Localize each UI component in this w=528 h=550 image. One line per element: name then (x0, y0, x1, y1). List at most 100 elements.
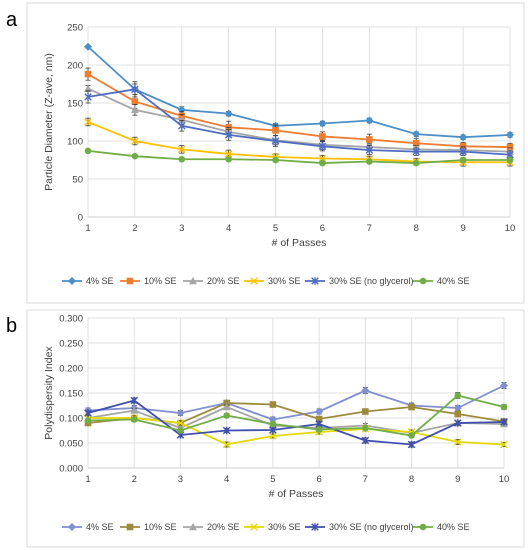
chartb-data-point (84, 409, 92, 417)
charta-series-line (87, 149, 510, 164)
chartb-data-point (84, 417, 92, 424)
chartb-data-point (454, 410, 462, 418)
charta-data-point (84, 93, 92, 101)
charta-xtick-label: 1 (85, 223, 90, 234)
chartb-legend-label: 20% SE (207, 522, 240, 532)
chartb-xtick-label: 7 (363, 474, 368, 485)
charta-xtick-label: 8 (414, 223, 419, 234)
charta-data-point (459, 147, 467, 156)
chartb-data-point (130, 396, 139, 405)
chartb-data-point (407, 440, 416, 449)
charta-data-point (459, 156, 467, 164)
charta-data-point (131, 98, 139, 105)
charta-data-point (177, 122, 186, 130)
chartb-xtick-label: 1 (85, 474, 90, 485)
charta-data-point (177, 105, 186, 114)
charta-series-line (87, 46, 511, 139)
charta-data-point (225, 155, 232, 163)
charta-legend-label: 30% SE (268, 276, 301, 286)
chartb-data-point (500, 381, 508, 390)
charta-data-point (412, 147, 421, 156)
charta-ytick-label: 250 (67, 22, 83, 33)
chartb-legend-swatch-marker (311, 523, 319, 531)
charta-data-point (506, 130, 514, 139)
chartb-data-point (408, 432, 415, 439)
charta-data-point (318, 142, 327, 151)
chartb-x-axis-label: # of Passes (269, 488, 324, 500)
charta-series-line (87, 88, 511, 156)
chartb-legend-label: 30% SE (268, 522, 301, 532)
chartb-xtick-label: 10 (499, 474, 510, 485)
chartb-ytick-label: 0.050 (59, 438, 83, 449)
charta-data-point (224, 150, 233, 158)
charta-data-point (506, 143, 514, 151)
charta-ytick-label: 200 (67, 60, 83, 71)
charta-data-point (84, 118, 92, 126)
chartb-data-point (130, 416, 138, 423)
charta-data-point (84, 84, 92, 92)
charta-xtick-label: 9 (460, 223, 465, 234)
charta-data-point (224, 131, 233, 139)
chartb-series-line (87, 384, 505, 421)
chartb-series-line (87, 394, 505, 437)
charta-series-line (87, 87, 511, 153)
chartb-data-point (500, 440, 508, 449)
chartb-data-point (454, 392, 462, 399)
chartb-ytick-label: 0.000 (59, 463, 83, 474)
chartb-data-point (408, 403, 415, 411)
chartb-series-line (88, 417, 505, 446)
charta-legend-label: 40% SE (437, 276, 470, 286)
chartb-ytick-label: 0.100 (59, 413, 83, 424)
chartb-data-point (269, 426, 277, 434)
chartb-data-point (315, 407, 324, 416)
charta-data-point (84, 42, 92, 51)
charta-data-point (506, 156, 514, 164)
chartb-data-point (362, 424, 369, 432)
chartb-xtick-label: 6 (316, 474, 321, 485)
chartb-xtick-label: 3 (178, 474, 183, 485)
chartb-data-point (222, 440, 231, 449)
charta-ytick-label: 100 (67, 136, 83, 147)
charta-legend-label: 20% SE (207, 276, 240, 286)
charta-data-point (131, 152, 139, 160)
chartb-data-point (315, 426, 323, 433)
chartb-legend-swatch-marker (189, 522, 197, 531)
chartb-xtick-label: 8 (409, 474, 414, 485)
chartb-legend-label: 10% SE (144, 522, 177, 532)
chartb-series-5 (84, 392, 508, 439)
chartb-xtick-label: 9 (455, 474, 460, 485)
chartb-data-point (223, 412, 230, 419)
chartb-data-point (222, 402, 231, 411)
charta-ytick-label: 150 (67, 98, 83, 109)
chartb-data-point (500, 418, 508, 426)
charta-data-point (459, 133, 468, 142)
charta-legend-label: 30% SE (no glycerol) (329, 276, 414, 286)
charta-data-point (319, 159, 326, 167)
charta-series-5 (84, 147, 514, 167)
chartb-ytick-label: 0.200 (59, 363, 83, 374)
chartb-data-point (500, 403, 508, 411)
charta-xtick-label: 2 (132, 223, 137, 234)
charta-xtick-label: 6 (320, 223, 325, 234)
panel-label-a: a (6, 9, 18, 31)
charta-legend-label: 4% SE (86, 276, 114, 286)
chartb-xtick-label: 5 (270, 474, 275, 485)
chartb-data-point (453, 419, 462, 427)
charta-xtick-label: 10 (505, 223, 516, 234)
chartb-data-point (130, 406, 139, 414)
charta-legend-swatch-marker (250, 277, 258, 285)
chartb-data-point (176, 409, 185, 417)
charta-data-point (272, 156, 279, 164)
charta-x-axis-label: # of Passes (272, 237, 327, 249)
charta-data-point (365, 146, 374, 154)
charta-data-point (224, 109, 233, 118)
charta-xtick-label: 4 (226, 223, 231, 234)
charta-data-point (131, 85, 139, 94)
chartb-data-point (362, 408, 369, 415)
charta-legend-swatch-marker (311, 277, 319, 285)
chart-a-particle-diameter: 0 50 100 150 200 250 1 2 3 4 5 6 7 8 9 10 # of Passes Par… (26, 2, 525, 304)
charta-data-point (319, 133, 326, 140)
charta-data-point (366, 158, 373, 165)
chartb-xtick-label: 4 (224, 474, 229, 485)
